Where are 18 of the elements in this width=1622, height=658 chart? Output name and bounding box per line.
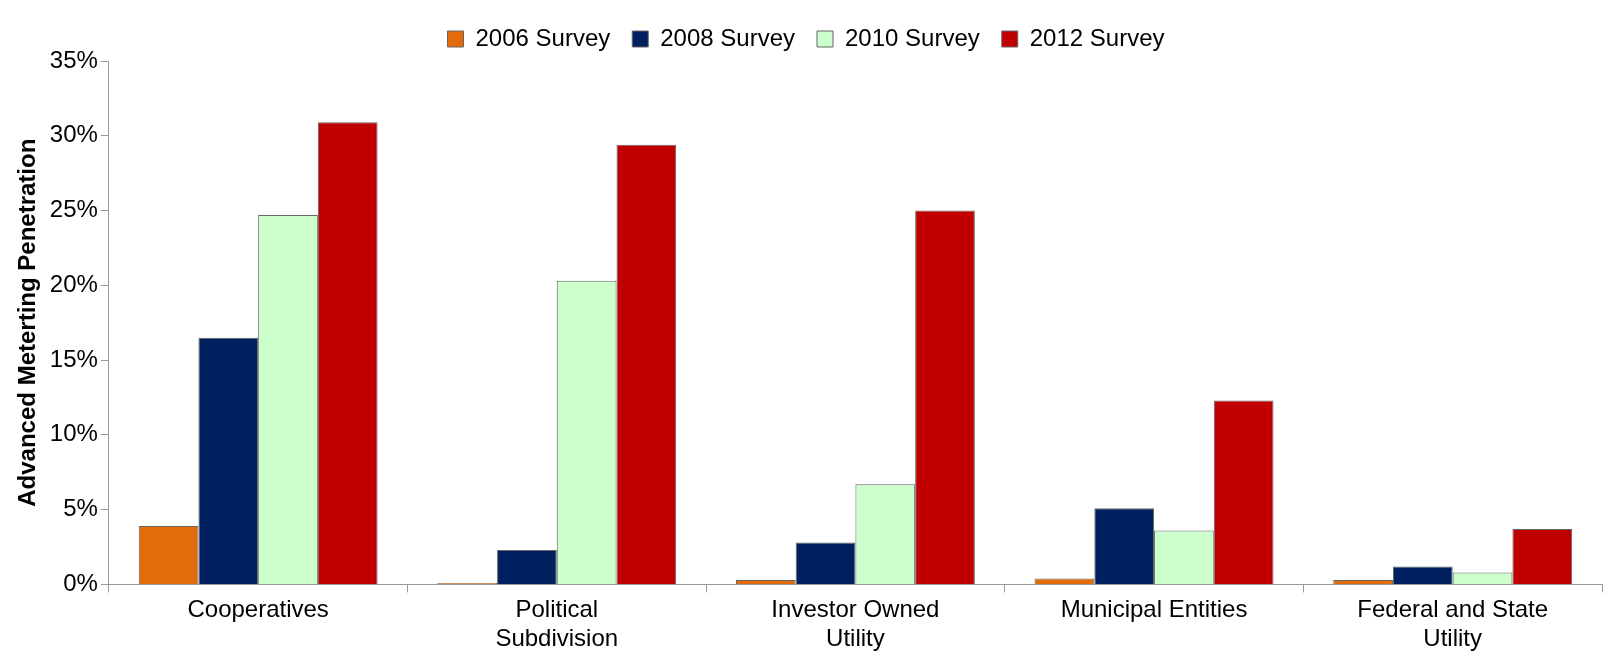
legend-label: 2012 Survey: [1029, 23, 1165, 51]
y-tick-label: 25%: [49, 195, 98, 223]
x-tick-label: Investor Owned Utility: [771, 595, 940, 652]
y-tick-label: 10%: [49, 419, 98, 447]
x-tick-label: Political Subdivision: [495, 595, 619, 652]
y-tick-label: 15%: [49, 344, 98, 372]
y-tick-label: 30%: [49, 120, 98, 148]
x-tick-label: Cooperatives: [187, 595, 329, 623]
x-tick-label: Municipal Entities: [1060, 595, 1248, 623]
y-tick-label: 0%: [63, 569, 98, 597]
x-tick-label: Federal and State Utility: [1357, 595, 1549, 652]
y-tick-label: 20%: [49, 269, 98, 297]
y-tick-label: 35%: [49, 45, 98, 73]
legend-label: 2010 Survey: [845, 23, 980, 51]
y-axis-title: Advanced Meterting Penetration: [13, 138, 41, 507]
legend-label: 2008 Survey: [660, 23, 796, 51]
y-tick-label: 5%: [63, 494, 98, 522]
legend-label: 2006 Survey: [475, 23, 611, 51]
